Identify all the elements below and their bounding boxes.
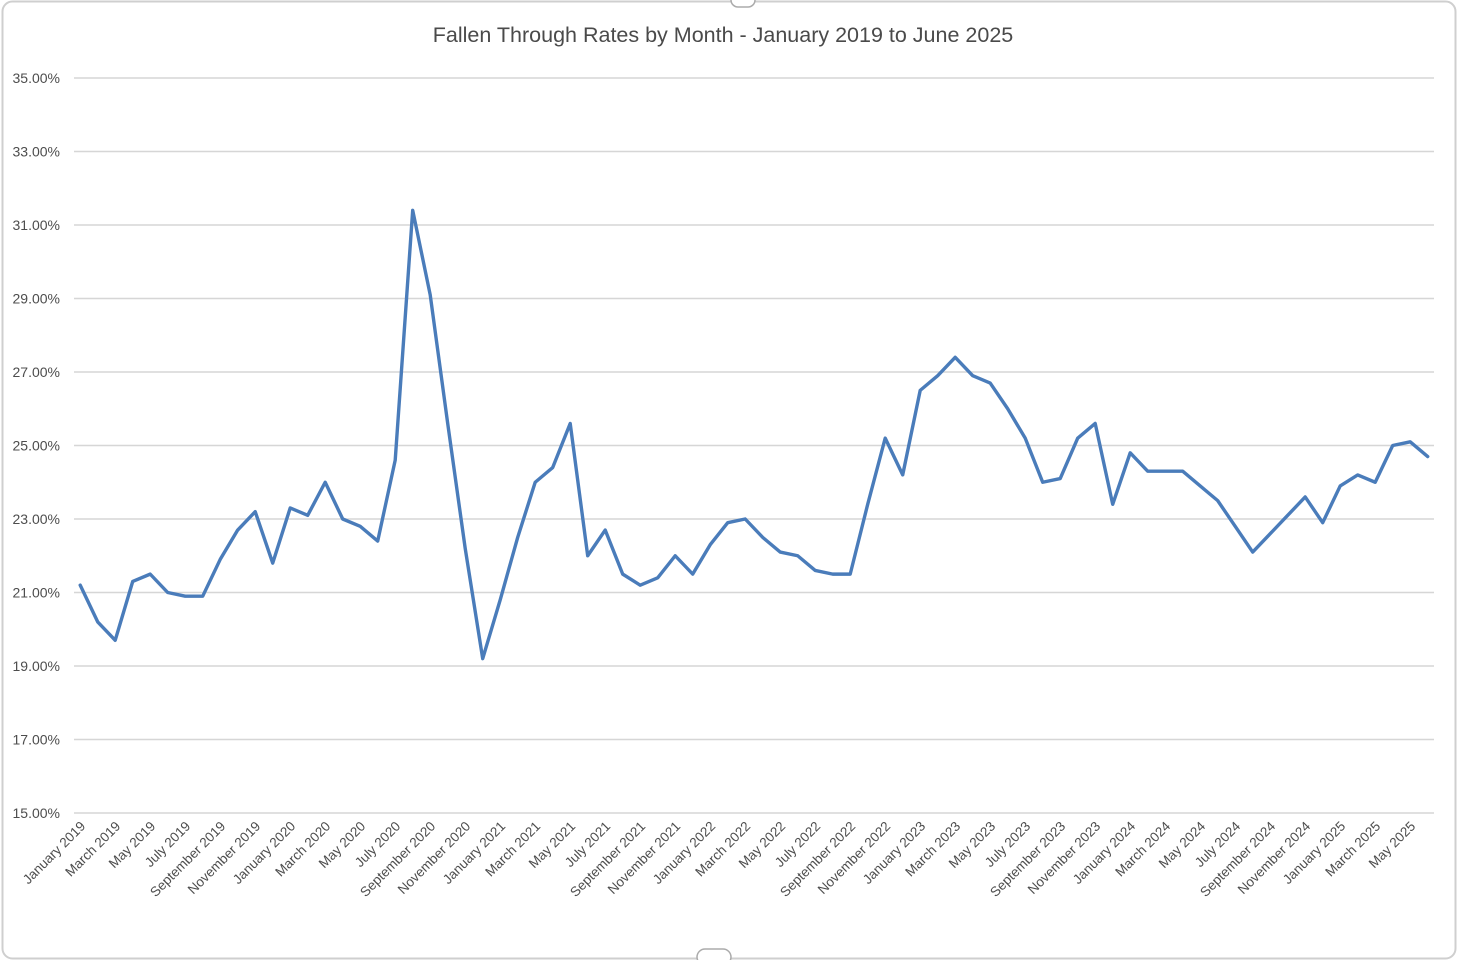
chart-title: Fallen Through Rates by Month - January … (433, 23, 1014, 47)
selection-handle-bottom[interactable] (696, 948, 732, 960)
selection-handle-top[interactable] (730, 0, 756, 8)
y-tick-label: 19.00% (13, 658, 60, 674)
y-tick-label: 29.00% (13, 291, 60, 307)
y-tick-label: 23.00% (13, 511, 60, 527)
y-tick-label: 15.00% (13, 805, 60, 821)
y-tick-label: 35.00% (13, 70, 60, 86)
y-tick-label: 31.00% (13, 217, 60, 233)
y-tick-label: 27.00% (13, 364, 60, 380)
y-tick-label: 33.00% (13, 144, 60, 160)
y-axis-labels: 15.00% 17.00% 19.00% 21.00% 23.00% 25.00% 27.0… (13, 70, 60, 821)
y-tick-label: 17.00% (13, 732, 60, 748)
y-tick-label: 25.00% (13, 438, 60, 454)
y-tick-label: 21.00% (13, 585, 60, 601)
gridlines (74, 77, 1434, 814)
series-line (78, 208, 1430, 661)
